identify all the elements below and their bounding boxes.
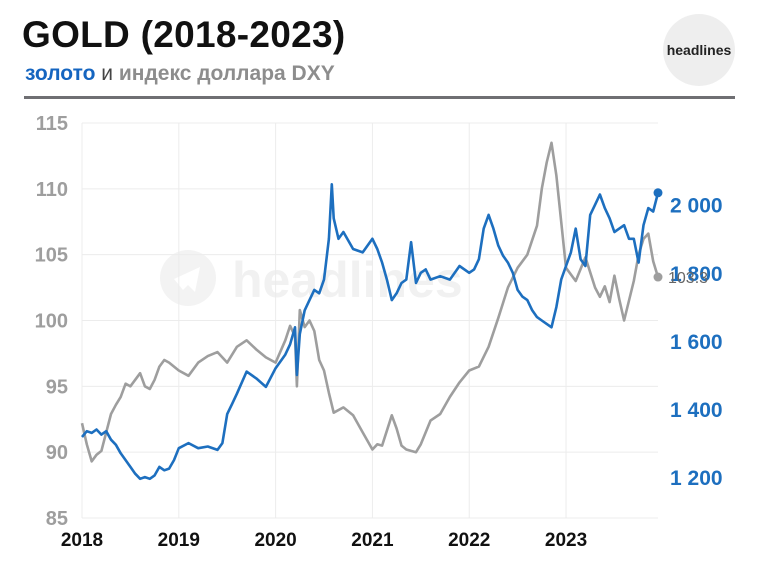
right-axis-ticks: 2 000 1 800 1 600 1 400 1 200 — [670, 195, 723, 490]
left-axis-tick-label: 85 — [46, 508, 68, 530]
watermark: headlines — [160, 250, 463, 308]
subtitle-and-label: и — [101, 62, 114, 85]
left-axis-tick-label: 115 — [36, 113, 68, 135]
subtitle-dxy-label: индекс доллара DXY — [118, 62, 335, 85]
x-axis-tick-label: 2023 — [545, 530, 587, 551]
x-axis-tick-label: 2020 — [254, 530, 296, 551]
left-axis-tick-label: 95 — [46, 376, 68, 398]
series-end-label: 103.3 — [668, 270, 708, 287]
x-axis-tick-label: 2021 — [351, 530, 394, 551]
right-axis-tick-label: 1 400 — [670, 399, 723, 422]
series-line-dxy — [80, 141, 660, 463]
subtitle-gold-label: золото — [25, 62, 96, 85]
left-axis-tick-label: 105 — [35, 245, 68, 267]
headlines-logo: headlines — [663, 14, 735, 86]
title-divider — [24, 96, 735, 99]
x-axis-tick-label: 2019 — [158, 530, 200, 551]
left-axis-tick-label: 110 — [36, 179, 68, 201]
series-lines: 103.3 — [80, 141, 708, 481]
page-title: GOLD (2018-2023) — [22, 14, 346, 55]
watermark-text: headlines — [232, 252, 463, 308]
telegram-plane-icon — [174, 267, 200, 292]
series-line-gold — [80, 183, 660, 481]
right-axis-tick-label: 1 800 — [670, 263, 723, 286]
left-axis-ticks: 115 110 105 100 95 90 85 — [35, 113, 68, 530]
x-axis-tick-label: 2018 — [61, 530, 103, 551]
left-axis-tick-label: 90 — [46, 442, 68, 464]
chart-subtitle: золото и индекс доллара DXY — [25, 62, 335, 86]
series-end-marker-dxy — [653, 272, 663, 282]
series-end-marker-gold — [653, 188, 663, 198]
x-axis-tick-label: 2022 — [448, 530, 490, 551]
right-axis-tick-label: 1 600 — [670, 331, 723, 354]
gridlines — [81, 122, 658, 519]
right-axis-tick-label: 1 200 — [670, 467, 723, 490]
right-axis-tick-label: 2 000 — [670, 195, 723, 218]
x-axis-ticks: 2018 2019 2020 2021 2022 2023 — [61, 530, 587, 551]
left-axis-tick-label: 100 — [35, 311, 68, 333]
